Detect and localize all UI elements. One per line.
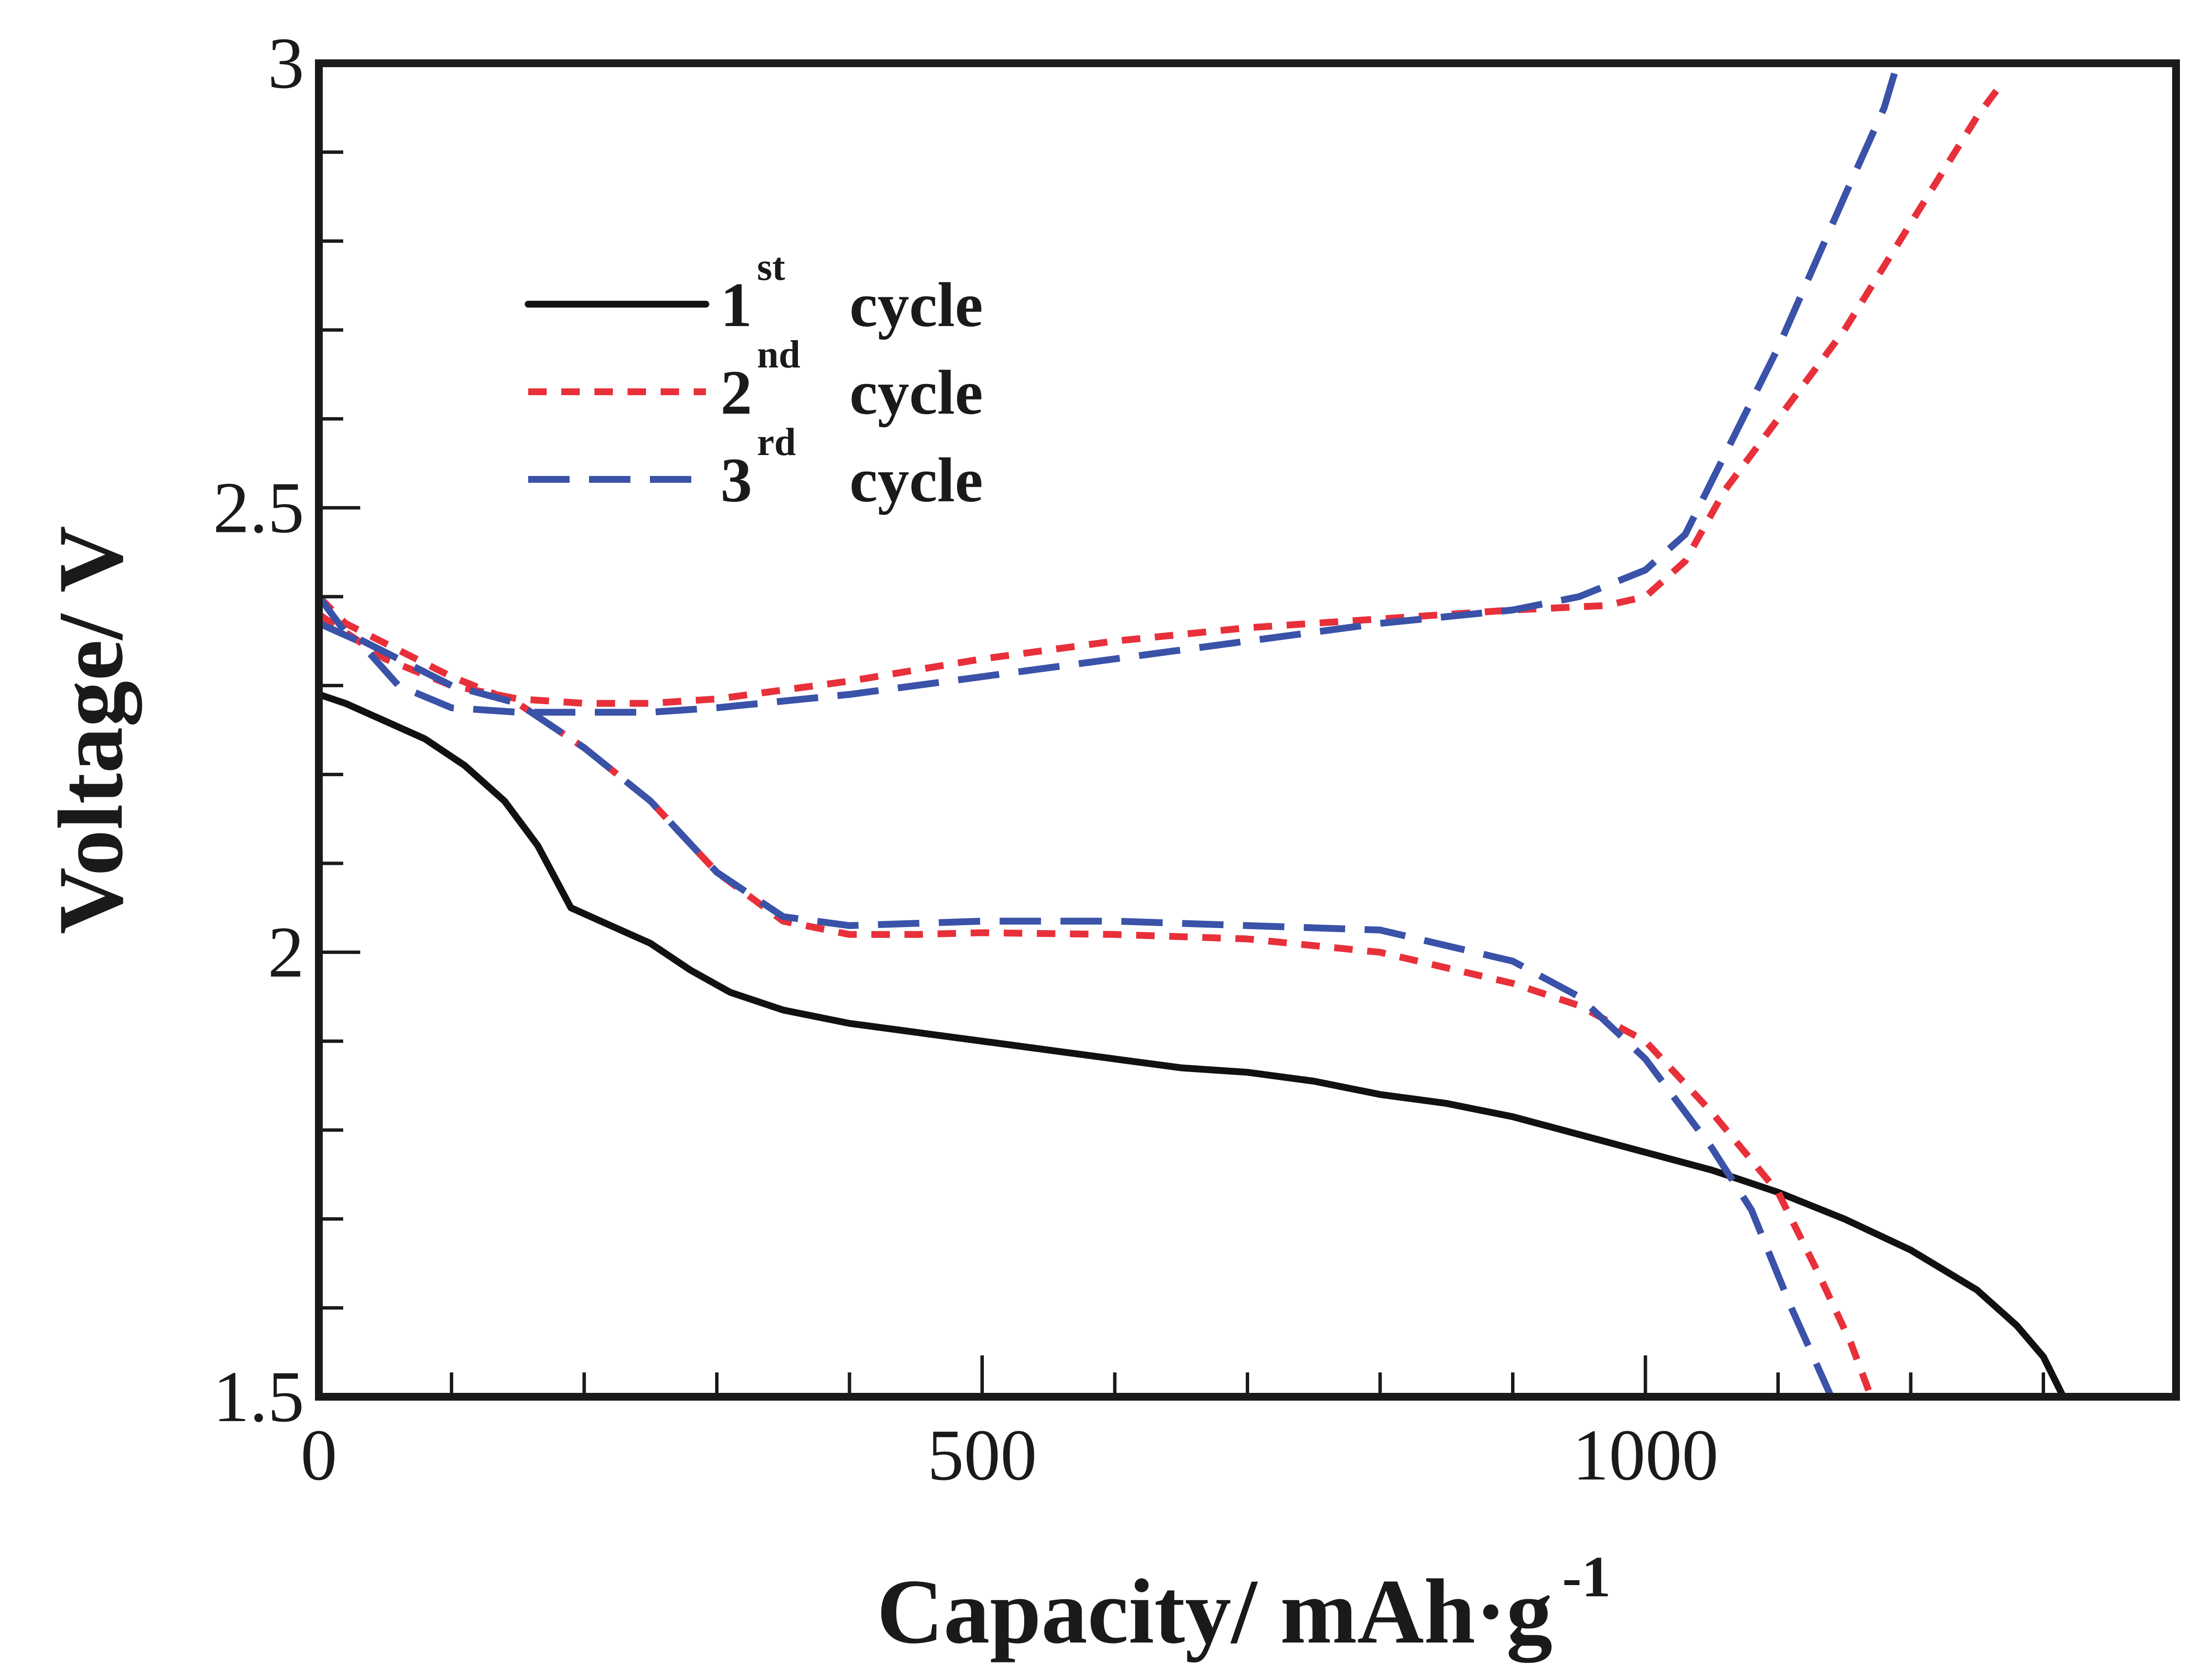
- x-tick-label: 0: [301, 1415, 337, 1496]
- legend-item-3: 3rd cycle: [528, 421, 983, 515]
- series-3-line-1: [319, 594, 1834, 1397]
- series-2-line-1: [319, 594, 1874, 1397]
- legend-item-1: 1st cycle: [525, 246, 983, 340]
- series-3-line-2: [319, 63, 1901, 716]
- legend-superscript: st: [757, 246, 785, 289]
- series-1-line-1: [319, 691, 2067, 1397]
- legend-number: 3: [720, 445, 752, 515]
- legend-number: 2: [720, 358, 752, 428]
- y-tick-label: 2.5: [213, 467, 305, 548]
- x-axis-title-superscript: -1: [1562, 1544, 1611, 1609]
- legend-item-2: 2nd cycle: [528, 333, 983, 428]
- series-2-line-2: [319, 79, 2007, 707]
- legend-word: cycle: [849, 270, 983, 340]
- y-tick-label: 1.5: [213, 1356, 305, 1437]
- x-tick-label: 500: [927, 1415, 1037, 1496]
- y-tick-label: 2: [268, 912, 304, 993]
- legend-number: 1: [720, 270, 752, 340]
- legend-word: cycle: [849, 445, 983, 515]
- axis-ticks: [317, 61, 2178, 1399]
- x-axis-title-text: Capacity/ mAh·g: [877, 1561, 1552, 1663]
- plot-series: [319, 63, 2067, 1397]
- y-axis-title: Voltage/ V: [40, 526, 142, 934]
- legend-superscript: nd: [757, 333, 800, 376]
- legend: 1st cycle 2nd cycle 3rd cycle: [525, 246, 983, 515]
- y-tick-label: 3: [268, 23, 304, 104]
- x-axis-title: Capacity/ mAh·g -1: [877, 1544, 1611, 1663]
- legend-word: cycle: [849, 358, 983, 428]
- legend-superscript: rd: [757, 421, 796, 464]
- x-tick-label: 1000: [1572, 1415, 1718, 1496]
- axis-tick-labels: 0 500 1000 1.5 2 2.5 3: [213, 23, 1719, 1496]
- plot-frame: [315, 59, 2180, 1401]
